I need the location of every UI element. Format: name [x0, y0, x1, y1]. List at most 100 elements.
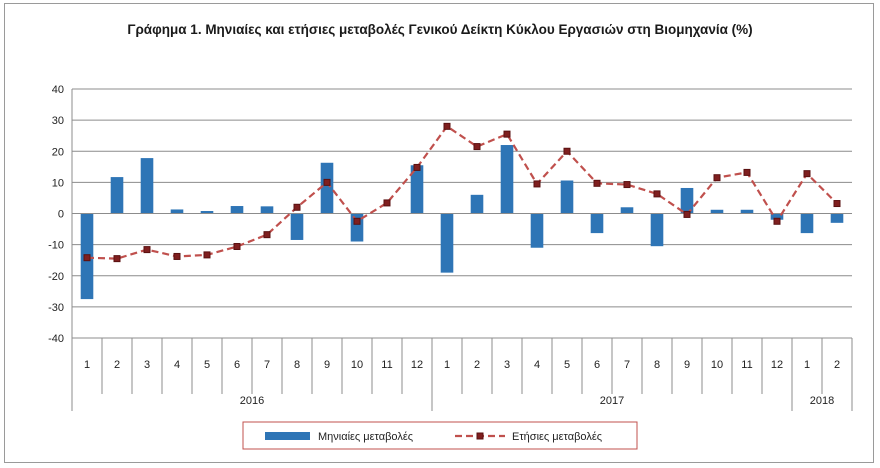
x-tick-label: 10 — [351, 359, 363, 371]
x-tick-label: 9 — [324, 359, 330, 371]
bar — [200, 211, 214, 214]
line-marker — [83, 254, 91, 262]
x-tick-label: 12 — [411, 359, 423, 371]
line-marker — [173, 252, 181, 260]
legend-line-label: Ετήσιες μεταβολές — [512, 431, 602, 443]
y-tick-label: 0 — [58, 209, 64, 221]
y-tick-label: -30 — [48, 302, 64, 314]
line-marker — [203, 251, 211, 259]
line-marker — [563, 147, 571, 155]
y-tick-label: 10 — [52, 177, 64, 189]
bar — [440, 213, 454, 273]
legend-bar-label: Μηνιαίες μεταβολές — [318, 431, 413, 443]
bar — [590, 213, 604, 234]
line-marker — [593, 179, 601, 187]
x-tick-label: 1 — [804, 359, 810, 371]
y-tick-label: 30 — [52, 115, 64, 127]
x-tick-label: 7 — [264, 359, 270, 371]
bar — [800, 213, 814, 234]
bar — [680, 187, 694, 214]
line-marker — [773, 217, 781, 225]
line-marker — [113, 255, 121, 263]
bar — [650, 213, 664, 247]
line-marker — [833, 200, 841, 208]
x-tick-label: 6 — [594, 359, 600, 371]
line-marker — [143, 246, 151, 254]
y-tick-label: 20 — [52, 146, 64, 158]
legend-line-marker — [476, 432, 484, 440]
bar — [290, 213, 304, 240]
line-series — [83, 122, 841, 263]
line-marker — [383, 199, 391, 207]
legend-bar-swatch — [265, 432, 310, 440]
bar-series — [72, 145, 852, 300]
line-marker — [713, 174, 721, 182]
x-tick-label: 4 — [534, 359, 540, 371]
line-marker — [683, 210, 691, 218]
bar — [110, 177, 124, 214]
line-marker — [293, 203, 301, 211]
x-tick-label: 3 — [504, 359, 510, 371]
legend: Μηνιαίες μεταβολές Ετήσιες μεταβολές — [242, 421, 638, 450]
x-tick-label: 2 — [474, 359, 480, 371]
x-tick-label: 11 — [741, 359, 752, 371]
bar — [740, 209, 754, 214]
x-tick-label: 4 — [174, 359, 180, 371]
x-tick-label: 8 — [654, 359, 660, 371]
x-tick-label: 9 — [684, 359, 690, 371]
line-marker — [443, 122, 451, 130]
bar — [320, 162, 334, 214]
x-tick-label: 5 — [564, 359, 570, 371]
bar — [830, 213, 844, 223]
x-tick-label: 7 — [624, 359, 630, 371]
year-label: 2018 — [810, 395, 834, 407]
line-marker — [623, 181, 631, 189]
bar — [710, 209, 724, 214]
bar — [470, 194, 484, 214]
bar — [260, 206, 274, 214]
year-label: 2017 — [600, 395, 624, 407]
line-marker — [263, 231, 271, 239]
x-tick-label: 1 — [84, 359, 90, 371]
bar — [230, 206, 244, 214]
y-tick-label: -40 — [48, 333, 64, 345]
line-marker — [413, 163, 421, 171]
annual-change-line — [86, 124, 838, 260]
x-tick-label: 10 — [711, 359, 723, 371]
x-tick-label: 6 — [234, 359, 240, 371]
bar — [170, 209, 184, 214]
bar — [140, 158, 154, 214]
line-marker — [533, 180, 541, 188]
line-marker — [503, 130, 511, 138]
year-label: 2016 — [240, 395, 264, 407]
y-tick-label: -10 — [48, 240, 64, 252]
bar — [530, 213, 544, 248]
x-tick-label: 5 — [204, 359, 210, 371]
x-tick-label: 2 — [114, 359, 120, 371]
line-marker — [653, 190, 661, 198]
y-tick-label: -20 — [48, 271, 64, 283]
bar — [560, 180, 574, 214]
x-tick-label: 11 — [381, 359, 392, 371]
y-axis-ticks: 40 30 20 10 0 -10 -20 -30 -40 — [48, 84, 64, 345]
line-marker — [233, 242, 241, 250]
y-tick-label: 40 — [52, 84, 64, 96]
line-marker — [743, 168, 751, 176]
x-tick-label: 12 — [771, 359, 783, 371]
x-tick-label: 2 — [834, 359, 840, 371]
chart-frame — [4, 3, 874, 463]
chart-title: Γράφημα 1. Μηνιαίες και ετήσιες μεταβολέ… — [127, 22, 753, 37]
line-marker — [353, 217, 361, 225]
x-tick-label: 3 — [144, 359, 150, 371]
x-tick-label: 8 — [294, 359, 300, 371]
bar — [500, 145, 514, 214]
bar — [770, 213, 784, 220]
bar — [410, 165, 424, 214]
line-marker — [803, 170, 811, 178]
line-marker — [473, 143, 481, 151]
line-marker — [323, 178, 331, 186]
bar — [620, 207, 634, 214]
x-tick-label: 1 — [444, 359, 450, 371]
